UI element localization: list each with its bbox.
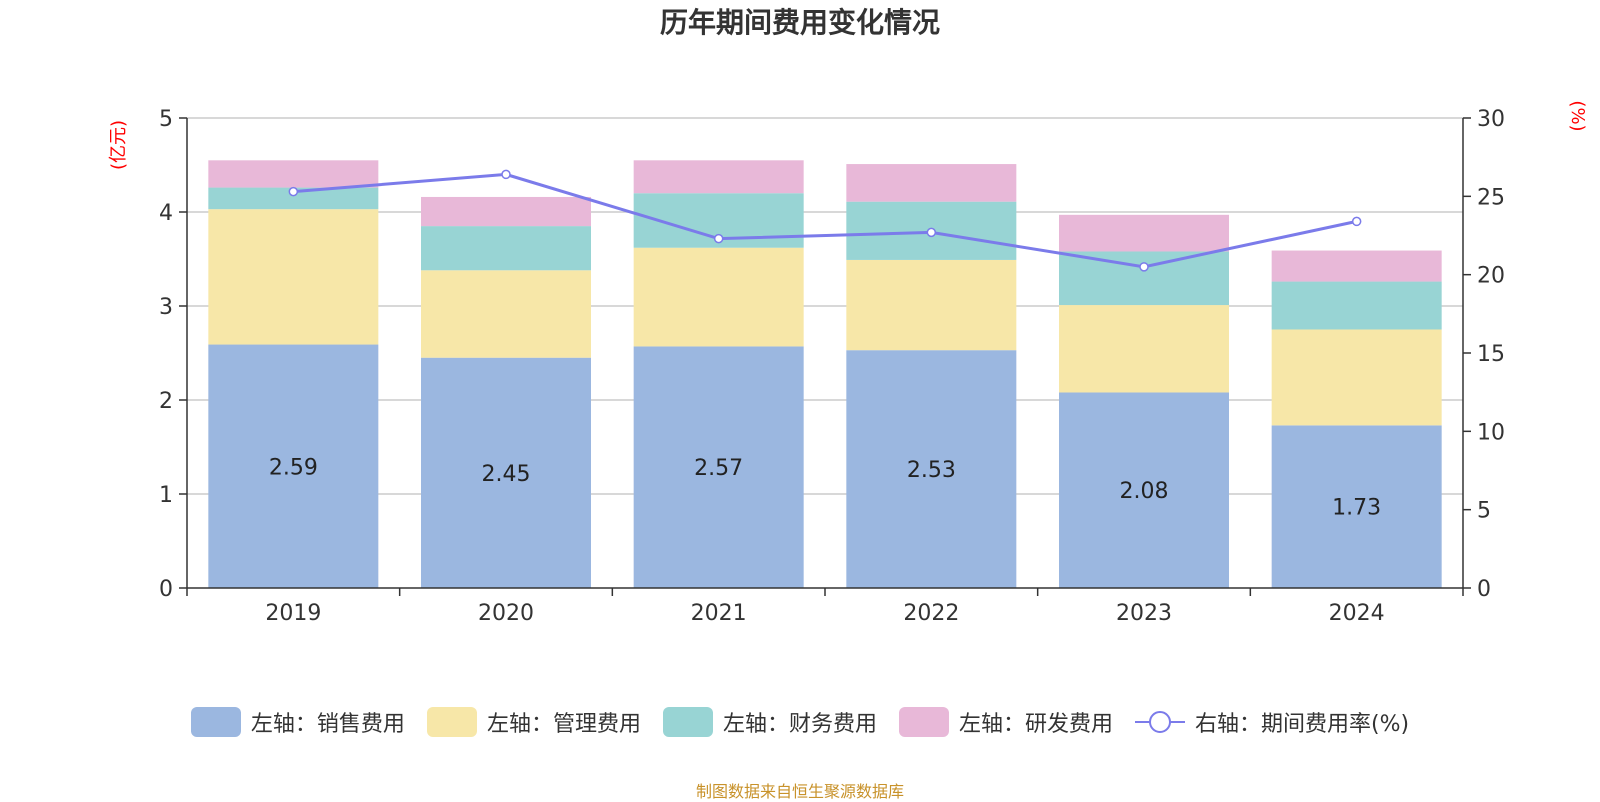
y-left-tick-label: 3 — [159, 295, 173, 320]
x-tick-label: 2019 — [265, 601, 321, 626]
bar-sales-2019 — [208, 344, 379, 588]
y-right-tick-label: 0 — [1477, 577, 1491, 602]
expense-rate-point-2022 — [926, 227, 937, 238]
legend-swatch-finance — [662, 707, 713, 737]
bar-label-sales-2021: 2.57 — [694, 456, 743, 481]
y-left-tick-label: 5 — [159, 107, 173, 132]
bar-admin-2020 — [421, 270, 591, 358]
bar-rnd-2019 — [208, 160, 379, 188]
y-left-tick-label: 4 — [159, 201, 173, 226]
bar-rnd-2023 — [1059, 214, 1229, 252]
expense-rate-point-2024 — [1351, 216, 1362, 227]
x-tick-label: 2024 — [1329, 601, 1385, 626]
bar-finance-2023 — [1059, 251, 1229, 306]
legend-item-finance[interactable]: 左轴：财务费用 — [662, 706, 877, 738]
legend-line-marker-icon — [1134, 711, 1185, 733]
bar-admin-2022 — [846, 259, 1017, 351]
bar-finance-2020 — [421, 226, 591, 271]
y-right-tick-label: 10 — [1477, 420, 1505, 445]
bar-admin-2023 — [1059, 305, 1229, 393]
legend-label-finance: 左轴：财务费用 — [722, 712, 877, 737]
source-note: 制图数据来自恒生聚源数据库 — [695, 782, 904, 801]
legend-label-rnd: 左轴：研发费用 — [958, 712, 1113, 737]
legend-label-expense-rate: 右轴：期间费用率(%) — [1194, 712, 1410, 737]
chart-title: 历年期间费用变化情况 — [660, 6, 940, 39]
expense-rate-point-2021 — [713, 233, 724, 244]
bar-label-sales-2019: 2.59 — [269, 455, 318, 480]
bar-label-sales-2023: 2.08 — [1120, 479, 1169, 504]
bar-rnd-2020 — [421, 196, 591, 227]
bar-label-sales-2024: 1.73 — [1332, 496, 1381, 521]
bar-label-sales-2020: 2.45 — [482, 462, 531, 487]
legend-label-admin: 左轴：管理费用 — [486, 712, 641, 737]
legend-swatch-admin — [426, 707, 477, 737]
legend-item-admin[interactable]: 左轴：管理费用 — [426, 706, 641, 738]
bar-finance-2024 — [1271, 281, 1442, 330]
expense-rate-point-2020 — [501, 169, 511, 180]
bar-rnd-2021 — [633, 160, 804, 194]
y-right-tick-label: 5 — [1477, 499, 1491, 524]
legend-item-expense-rate[interactable]: 右轴：期间费用率(%) — [1134, 706, 1410, 738]
x-tick-label: 2023 — [1116, 601, 1172, 626]
y-left-tick-label: 1 — [159, 483, 173, 508]
legend-item-rnd[interactable]: 左轴：研发费用 — [898, 706, 1113, 738]
y-right-tick-label: 25 — [1477, 185, 1505, 210]
x-tick-label: 2021 — [691, 601, 747, 626]
bar-sales-2020 — [421, 357, 591, 588]
bar-admin-2021 — [633, 247, 804, 347]
x-tick-label: 2020 — [478, 601, 534, 626]
bar-sales-2021 — [633, 346, 804, 588]
bar-sales-2023 — [1059, 392, 1229, 588]
expense-rate-point-2019 — [288, 186, 299, 197]
y-right-tick-label: 30 — [1477, 107, 1505, 132]
legend: 左轴：销售费用 左轴：管理费用 左轴：财务费用 左轴：研发费用 右轴：期间费用率… — [0, 704, 1600, 740]
bar-sales-2022 — [846, 350, 1017, 588]
bar-finance-2019 — [208, 187, 379, 210]
expense-rate-line — [293, 172, 1357, 269]
left-axis-unit: (亿元) — [108, 120, 129, 170]
bar-admin-2024 — [1271, 329, 1442, 426]
bar-label-sales-2022: 2.53 — [907, 458, 956, 483]
legend-item-sales[interactable]: 左轴：销售费用 — [190, 706, 405, 738]
bar-rnd-2024 — [1271, 250, 1442, 282]
y-left-tick-label: 2 — [159, 389, 173, 414]
bar-sales-2024 — [1271, 425, 1442, 588]
expense-rate-point-2023 — [1139, 262, 1149, 272]
bar-rnd-2022 — [846, 164, 1017, 202]
y-left-tick-label: 0 — [159, 577, 173, 602]
x-tick-label: 2022 — [903, 601, 959, 626]
legend-swatch-rnd — [898, 707, 949, 737]
y-right-tick-label: 15 — [1477, 342, 1505, 367]
y-right-tick-label: 20 — [1477, 264, 1505, 289]
legend-label-sales: 左轴：销售费用 — [250, 712, 405, 737]
right-axis-unit: (%) — [1567, 100, 1588, 131]
legend-swatch-sales — [190, 707, 241, 737]
bar-admin-2019 — [208, 209, 379, 345]
